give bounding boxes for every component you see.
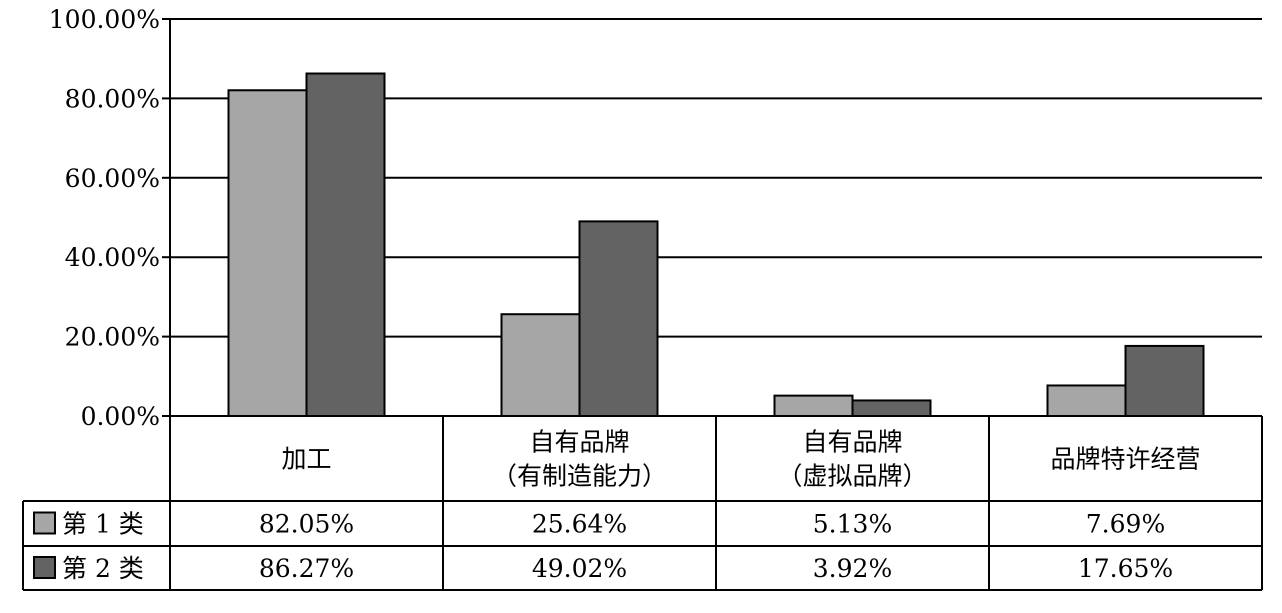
category-label: 加工 <box>281 445 331 474</box>
data-cell: 82.05% <box>259 510 354 539</box>
legend-label: 第 2 类 <box>62 554 144 583</box>
category-label: （有制造能力） <box>492 462 667 491</box>
category-label: （虚拟品牌） <box>777 462 927 491</box>
y-tick-label: 100.00% <box>49 5 160 34</box>
legend-label: 第 1 类 <box>62 510 144 539</box>
legend-swatch <box>33 556 56 579</box>
data-cell: 86.27% <box>259 554 354 583</box>
bar <box>773 394 854 418</box>
y-tick-label: 20.00% <box>65 323 160 352</box>
category-label: 自有品牌 <box>802 428 902 457</box>
y-tick-label: 0.00% <box>81 402 160 431</box>
bar <box>500 313 581 417</box>
data-cell: 3.92% <box>813 554 892 583</box>
bar <box>305 72 386 418</box>
y-tick-label: 80.00% <box>65 84 160 113</box>
data-cell: 49.02% <box>532 554 627 583</box>
y-tick-label: 40.00% <box>65 243 160 272</box>
bar <box>851 399 932 417</box>
y-tick-label: 60.00% <box>65 164 160 193</box>
data-cell: 17.65% <box>1078 554 1173 583</box>
legend-swatch <box>33 511 56 535</box>
bar <box>578 220 659 417</box>
bar <box>1046 384 1127 418</box>
data-cell: 5.13% <box>813 510 892 539</box>
bar <box>1124 344 1205 418</box>
category-label: 自有品牌 <box>529 428 629 457</box>
category-label: 品牌特许经营 <box>1050 445 1200 474</box>
data-cell: 7.69% <box>1086 510 1165 539</box>
data-cell: 25.64% <box>532 510 627 539</box>
bar <box>227 89 308 417</box>
